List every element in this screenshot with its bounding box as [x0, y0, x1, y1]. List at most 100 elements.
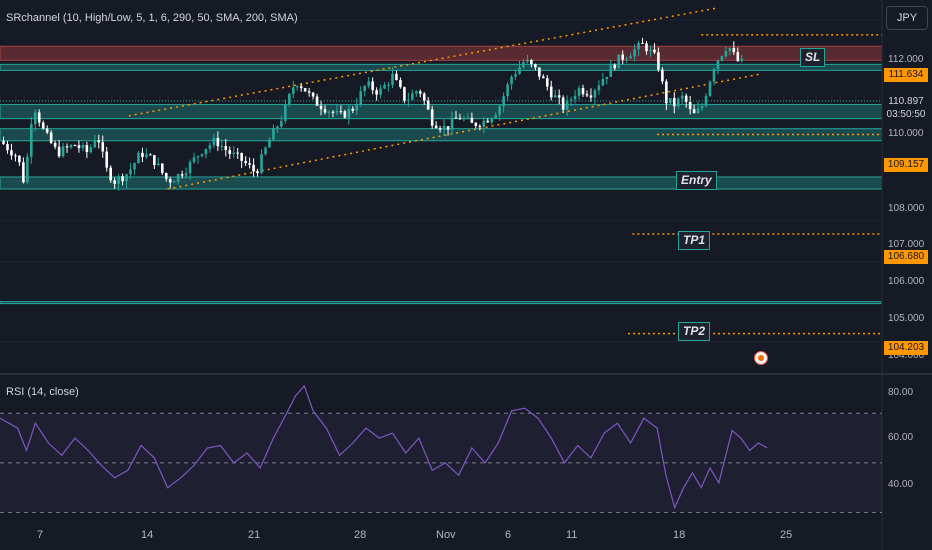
candle-body	[208, 145, 212, 149]
candle-body	[14, 155, 17, 157]
price-tick: 105.000	[888, 313, 925, 324]
candle-body	[438, 128, 442, 130]
candle-body	[653, 49, 656, 53]
candle-body	[498, 106, 501, 115]
candle-body	[2, 140, 5, 145]
tp2-label[interactable]: TP2	[678, 322, 711, 341]
candle-body	[287, 94, 291, 105]
price-tick: 107.000	[888, 239, 925, 250]
price-tick: 104.000	[888, 350, 925, 361]
candle-body	[530, 59, 533, 65]
candle-body	[637, 42, 640, 50]
trend-channel	[128, 7, 759, 190]
candle-body	[18, 155, 21, 163]
candle-body	[418, 91, 422, 94]
candle-body	[561, 97, 565, 110]
candle-body	[375, 90, 378, 95]
candle-body	[89, 147, 93, 153]
candle-body	[426, 100, 430, 110]
current-price-tag: 110.897 03:50:50	[884, 95, 928, 123]
tp1-label[interactable]: TP1	[678, 231, 711, 250]
candle-body	[113, 180, 116, 184]
rsi-line	[0, 384, 768, 510]
candle-body	[351, 108, 355, 111]
price-tick: 106.000	[888, 276, 925, 287]
candle-body	[327, 111, 331, 113]
candle-body	[343, 111, 347, 118]
candle-body	[708, 81, 712, 96]
candle-body	[248, 163, 251, 165]
candle-body	[220, 145, 224, 147]
entry-label[interactable]: Entry	[676, 171, 717, 190]
candle-body	[73, 145, 77, 147]
candle-body	[672, 98, 676, 107]
candle-body	[379, 88, 382, 95]
candle-body	[264, 147, 267, 155]
candle-body	[49, 132, 53, 143]
candle-body	[581, 87, 585, 95]
candle-body	[434, 125, 438, 129]
candle-body	[657, 52, 660, 70]
candle-body	[331, 111, 335, 113]
candle-body	[280, 120, 283, 127]
candle-countdown: 03:50:50	[886, 109, 926, 120]
candle-body	[291, 87, 295, 95]
candle-body	[252, 164, 255, 172]
candle-body	[482, 120, 486, 127]
candle-body	[430, 109, 434, 126]
candle-body	[395, 73, 398, 80]
candle-body	[180, 174, 184, 176]
candle-body	[153, 155, 156, 166]
candle-body	[669, 98, 672, 104]
candle-body	[522, 61, 525, 68]
candle-body	[145, 154, 148, 158]
candle-body	[704, 95, 708, 106]
indicator-title[interactable]: SRchannel (10, High/Low, 5, 1, 6, 290, 5…	[6, 12, 298, 24]
candle-body	[736, 52, 740, 61]
candle-body	[688, 101, 692, 110]
rsi-tick: 80.00	[888, 387, 914, 398]
candle-body	[141, 152, 144, 158]
candle-body	[69, 145, 73, 148]
candle-body	[33, 112, 37, 124]
candle-body	[323, 109, 327, 113]
candle-body	[415, 91, 418, 94]
candle-body	[176, 174, 180, 182]
price-tick: 108.000	[888, 203, 925, 214]
candle-body	[680, 95, 684, 99]
candle-body	[105, 151, 109, 168]
currency-button[interactable]: JPY	[886, 6, 928, 30]
rsi-title[interactable]: RSI (14, close)	[6, 386, 79, 398]
candle-body	[407, 99, 410, 101]
candle-body	[244, 160, 247, 164]
candle-body	[538, 67, 541, 77]
candle-body	[700, 105, 704, 109]
candle-body	[26, 156, 29, 183]
candle-body	[474, 122, 478, 127]
time-tick: 14	[141, 529, 154, 541]
target-marker-icon[interactable]	[754, 351, 768, 365]
candle-body	[641, 42, 644, 44]
candle-body	[629, 56, 632, 59]
time-tick: 18	[673, 529, 686, 541]
candle-body	[557, 95, 561, 98]
time-tick: 7	[37, 529, 44, 541]
candle-body	[149, 154, 152, 156]
sl-label[interactable]: SL	[800, 48, 826, 67]
sr-zone-support	[0, 301, 883, 305]
candle-body	[732, 48, 736, 53]
candle-body	[164, 172, 168, 180]
candle-body	[510, 76, 513, 85]
candle-body	[363, 86, 367, 92]
candle-body	[367, 81, 370, 87]
candle-body	[299, 86, 303, 89]
candle-body	[446, 126, 450, 130]
time-tick: 11	[566, 529, 578, 541]
current-price-value: 110.897	[888, 96, 924, 107]
candle-body	[577, 87, 581, 96]
candle-body	[676, 98, 680, 107]
trend-line-upper	[128, 7, 718, 117]
candle-body	[41, 122, 45, 129]
candle-body	[454, 117, 458, 119]
